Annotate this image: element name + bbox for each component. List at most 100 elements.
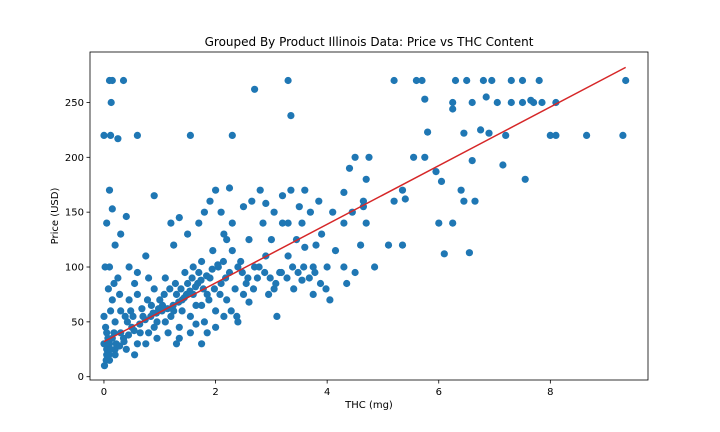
data-point [133,340,141,348]
data-point [102,356,110,364]
data-point [142,252,150,260]
trend-line [103,66,627,343]
data-point [166,285,174,293]
data-point [340,263,348,271]
data-point [398,186,407,194]
data-points [100,76,630,370]
data-point [265,290,273,298]
data-point [326,296,334,304]
data-point [315,197,323,205]
data-point [468,157,476,165]
data-point [306,208,314,216]
data-point [145,329,153,337]
data-point [295,203,303,211]
data-point [362,175,370,183]
data-point [622,76,630,85]
data-point [107,98,115,107]
data-point [287,112,295,120]
data-point [273,312,281,320]
data-point [116,342,124,350]
data-point [278,192,287,200]
data-point [131,351,139,359]
data-point [181,268,189,277]
data-point [191,283,200,291]
data-point [421,95,429,103]
data-point [107,307,115,315]
data-point [298,219,306,227]
data-point [192,301,200,309]
data-point [210,285,218,293]
data-point [283,274,291,282]
x-axis: 0 2 4 6 8 [101,380,554,398]
data-point [133,131,141,139]
data-point [195,219,203,227]
y-tick-label: 100 [65,263,84,274]
data-point [284,252,292,260]
data-point [457,186,465,194]
data-point [216,290,224,298]
data-point [133,268,141,277]
data-point [147,301,155,309]
data-point [244,274,252,282]
data-point [111,318,119,326]
data-point [437,177,446,185]
data-point [262,199,270,207]
data-point [203,272,211,280]
data-point [401,195,409,203]
data-point [100,131,108,139]
data-point [198,257,206,266]
y-axis: 0 50 100 150 200 250 [65,98,90,383]
data-point [212,186,220,194]
data-point [212,307,220,315]
data-point [460,129,468,137]
data-point [227,307,235,315]
data-point [145,274,153,282]
data-point [103,219,111,227]
data-point [371,263,379,271]
data-point [451,76,460,85]
x-axis-label: THC (mg) [344,400,393,411]
data-point [239,290,248,298]
data-point [103,329,111,337]
data-point [177,285,185,293]
data-point [206,197,214,205]
data-point [129,312,137,320]
data-point [424,128,432,136]
data-point [114,135,122,143]
data-point [538,98,546,107]
data-point [365,153,373,161]
data-point [186,287,194,295]
data-point [535,76,543,85]
data-point [188,274,196,282]
data-point [108,76,116,85]
data-point [105,351,113,359]
data-point [259,219,267,227]
data-point [311,268,319,277]
data-point [239,203,248,211]
data-point [316,279,325,288]
data-point [468,98,476,107]
data-point [228,131,236,139]
data-point [294,268,302,277]
data-point [318,230,326,238]
data-point [518,76,527,85]
chart-title: Grouped By Product Illinois Data: Price … [205,35,534,49]
data-point [384,241,393,249]
data-point [362,219,370,227]
data-point [186,131,194,139]
data-point [245,236,253,244]
data-point [412,76,420,85]
data-point [212,323,220,331]
data-point [583,131,591,139]
data-point [248,197,256,205]
data-point [184,230,192,238]
data-point [131,279,139,288]
data-point [111,351,119,359]
data-point [175,214,183,222]
data-point [208,265,216,273]
data-point [119,76,128,85]
data-point [198,301,206,309]
data-point [108,205,116,213]
data-point [507,76,515,85]
data-point [170,307,178,315]
